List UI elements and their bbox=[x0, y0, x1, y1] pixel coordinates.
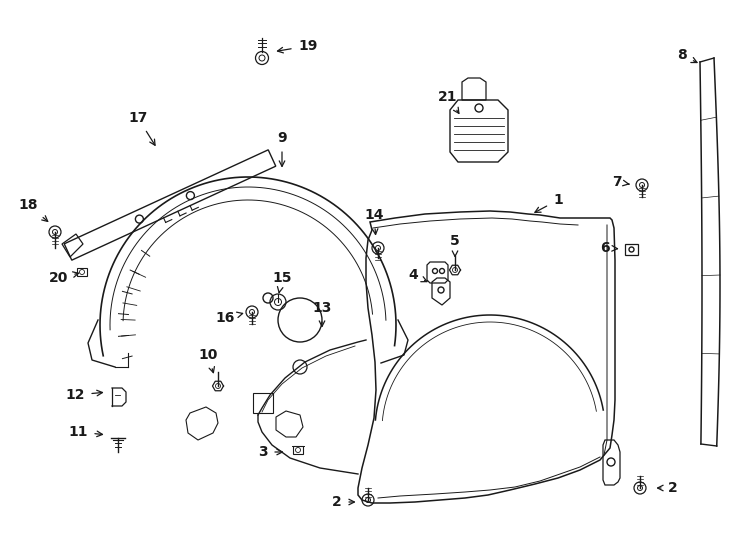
Text: 10: 10 bbox=[198, 348, 218, 373]
Text: 17: 17 bbox=[128, 111, 155, 145]
Text: 13: 13 bbox=[312, 301, 332, 327]
Text: 7: 7 bbox=[612, 175, 629, 189]
Text: 1: 1 bbox=[535, 193, 563, 212]
Text: 8: 8 bbox=[677, 48, 697, 63]
Text: 15: 15 bbox=[272, 271, 291, 293]
Text: 6: 6 bbox=[600, 241, 617, 255]
Text: 11: 11 bbox=[68, 425, 103, 439]
Text: 14: 14 bbox=[364, 208, 384, 234]
Text: 20: 20 bbox=[48, 271, 79, 285]
Text: 9: 9 bbox=[277, 131, 287, 166]
Text: 19: 19 bbox=[277, 39, 317, 53]
Text: 21: 21 bbox=[438, 90, 459, 113]
Text: 16: 16 bbox=[216, 311, 243, 325]
Text: 3: 3 bbox=[258, 445, 283, 459]
Text: 5: 5 bbox=[450, 234, 460, 256]
Text: 18: 18 bbox=[18, 198, 48, 221]
Text: 2: 2 bbox=[333, 495, 355, 509]
Text: 4: 4 bbox=[408, 268, 427, 282]
Text: 2: 2 bbox=[658, 481, 677, 495]
Text: 12: 12 bbox=[65, 388, 103, 402]
